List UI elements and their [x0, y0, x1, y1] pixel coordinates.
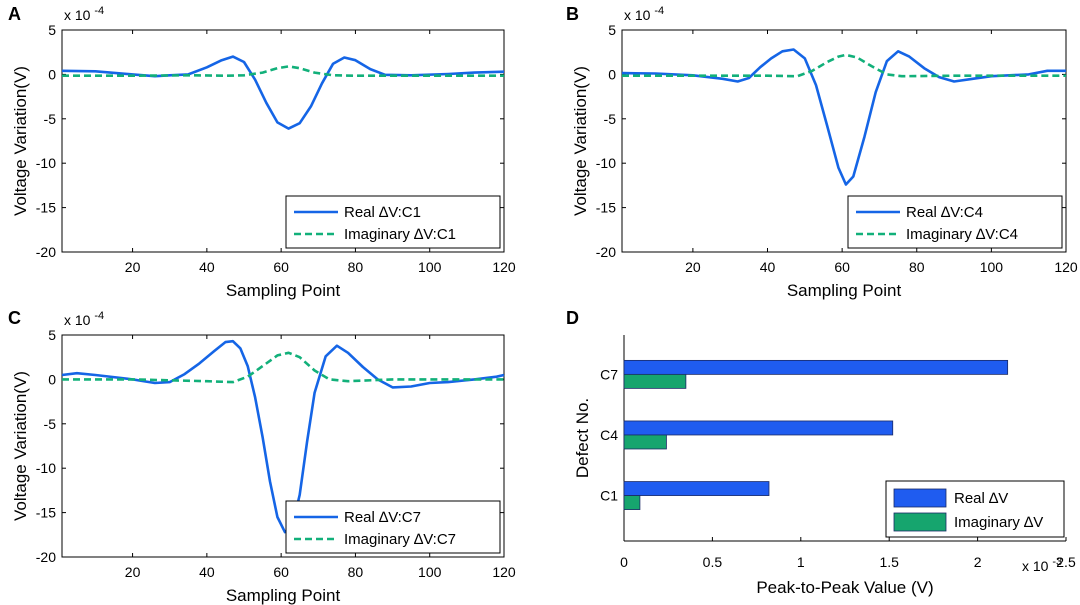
- bar-d-C1-0: [623, 481, 770, 496]
- x-tick-label-a-2: 60: [273, 259, 289, 275]
- x-tick-label-b-2: 60: [834, 259, 850, 275]
- legend-label-c-0: Real ∆V:C7: [344, 509, 421, 526]
- legend-swatch-d-1: [893, 512, 947, 532]
- panel-d: D 0 0.5 1 1.5 2 2.5 C1 C4 C7 x 10 -3 Peak-to-Peak …: [566, 308, 1076, 597]
- y-tick-label-c-4: -15: [36, 505, 56, 521]
- bar-d-C7-0: [623, 359, 1009, 375]
- y-tick-label-a-2: -5: [44, 111, 57, 127]
- y-tick-label-c-3: -10: [36, 460, 56, 476]
- y-axis-label-a: Voltage Variation(V): [11, 66, 30, 216]
- x-axis-label-a: Sampling Point: [226, 281, 341, 300]
- x-tick-label-c-2: 60: [273, 564, 289, 580]
- legend-label-a-1: Imaginary ∆V:C1: [344, 226, 456, 243]
- plot-c-area: 20 40 60 80 100 120 5 0 -5 -10 -15 -20 x 10 -4 Sampli…: [11, 310, 516, 605]
- panel-label-d: D: [566, 308, 579, 328]
- x-tick-label-d-4: 2: [974, 554, 982, 570]
- x-tick-label-c-5: 120: [492, 564, 516, 580]
- y-tick-label-c-1: 0: [48, 371, 56, 387]
- x-tick-label-b-3: 80: [909, 259, 925, 275]
- x-tick-label-a-5: 120: [492, 259, 516, 275]
- plot-b-area: 20 40 60 80 100 120 5 0 -5 -10 -15 -20 x 10 -4 Sampli…: [571, 5, 1078, 300]
- x-tick-label-c-3: 80: [348, 564, 364, 580]
- x-tick-label-b-0: 20: [685, 259, 701, 275]
- x-tick-label-a-1: 40: [199, 259, 215, 275]
- multiplier-b: x 10 -4: [624, 5, 664, 23]
- y-tick-label-b-3: -10: [596, 155, 616, 171]
- panel-c: C 20 40 60 80 100 120 5 0 -5 -10 -15 -20 x 10 -4 Samp…: [8, 308, 516, 605]
- x-tick-label-d-3: 1.5: [879, 554, 899, 570]
- series-line-b-0: [621, 48, 1066, 186]
- legend-label-d-1: Imaginary ∆V: [954, 514, 1043, 531]
- series-line-c-0: [61, 339, 505, 534]
- panel-b: B 20 40 60 80 100 120 5 0 -5 -10 -15 -20 x 10 -4 Samp…: [566, 4, 1078, 300]
- bar-d-C1-1: [623, 495, 641, 510]
- x-tick-label-d-2: 1: [797, 554, 805, 570]
- y-tick-label-a-1: 0: [48, 66, 56, 82]
- y-tick-label-d-2: C7: [600, 366, 618, 382]
- panel-label-a: A: [8, 4, 21, 24]
- x-axis-label-b: Sampling Point: [787, 281, 902, 300]
- x-tick-label-a-3: 80: [348, 259, 364, 275]
- x-tick-label-c-1: 40: [199, 564, 215, 580]
- y-axis-label-c: Voltage Variation(V): [11, 371, 30, 521]
- legend-label-c-1: Imaginary ∆V:C7: [344, 531, 456, 548]
- series-line-c-1: [62, 351, 504, 384]
- bar-d-C4-0: [623, 420, 894, 436]
- legend-label-b-0: Real ∆V:C4: [906, 204, 983, 221]
- multiplier-d: x 10 -3: [1022, 556, 1062, 574]
- x-axis-label-c: Sampling Point: [226, 586, 341, 605]
- y-tick-label-a-5: -20: [36, 244, 56, 260]
- y-axis-label-b: Voltage Variation(V): [571, 66, 590, 216]
- panel-a: A 20 40 60 80 100 120 5 0 -5 -10 -15 -20 x 10 -4 Samp…: [8, 4, 516, 300]
- series-line-a-1: [62, 65, 504, 77]
- legend-swatch-d-0: [893, 488, 947, 508]
- y-tick-label-c-2: -5: [44, 416, 57, 432]
- multiplier-c: x 10 -4: [64, 310, 104, 328]
- x-tick-label-d-5: 2.5: [1056, 554, 1076, 570]
- y-tick-label-b-0: 5: [608, 22, 616, 38]
- x-tick-label-c-0: 20: [125, 564, 141, 580]
- bar-d-C4-1: [623, 434, 667, 450]
- x-axis-label-d: Peak-to-Peak Value (V): [756, 578, 933, 597]
- x-tick-label-a-0: 20: [125, 259, 141, 275]
- series-line-b-1: [622, 53, 1066, 78]
- y-tick-label-b-4: -15: [596, 200, 616, 216]
- y-tick-label-b-1: 0: [608, 66, 616, 82]
- bar-d-C7-1: [623, 373, 687, 389]
- y-tick-label-d-0: C1: [600, 488, 618, 504]
- panel-label-b: B: [566, 4, 579, 24]
- y-tick-label-a-0: 5: [48, 22, 56, 38]
- legend-box-b: [847, 195, 1063, 249]
- legend-box-a: [285, 195, 501, 249]
- legend-label-a-0: Real ∆V:C1: [344, 204, 421, 221]
- legend-label-b-1: Imaginary ∆V:C4: [906, 226, 1018, 243]
- legend-label-d-0: Real ∆V: [954, 490, 1008, 507]
- plot-d-area: 0 0.5 1 1.5 2 2.5 C1 C4 C7 x 10 -3 Peak-to-Peak Va…: [573, 335, 1076, 597]
- legend-box-c: [285, 500, 501, 554]
- y-tick-label-d-1: C4: [600, 427, 618, 443]
- x-tick-label-b-1: 40: [760, 259, 776, 275]
- x-tick-label-d-0: 0: [620, 554, 628, 570]
- y-axis-label-d: Defect No.: [573, 398, 592, 478]
- y-tick-label-a-3: -10: [36, 155, 56, 171]
- y-tick-label-a-4: -15: [36, 200, 56, 216]
- plot-a-area: 20 40 60 80 100 120 5 0 -5 -10 -15 -20 x 10 -4 Sampli…: [11, 5, 516, 300]
- x-tick-label-a-4: 100: [418, 259, 442, 275]
- y-tick-label-b-2: -5: [604, 111, 617, 127]
- x-tick-label-b-4: 100: [980, 259, 1004, 275]
- y-tick-label-c-0: 5: [48, 327, 56, 343]
- x-tick-label-b-5: 120: [1054, 259, 1078, 275]
- y-tick-label-b-5: -20: [596, 244, 616, 260]
- x-tick-label-d-1: 0.5: [703, 554, 723, 570]
- panel-label-c: C: [8, 308, 21, 328]
- multiplier-a: x 10 -4: [64, 5, 104, 23]
- x-tick-label-c-4: 100: [418, 564, 442, 580]
- y-tick-label-c-5: -20: [36, 549, 56, 565]
